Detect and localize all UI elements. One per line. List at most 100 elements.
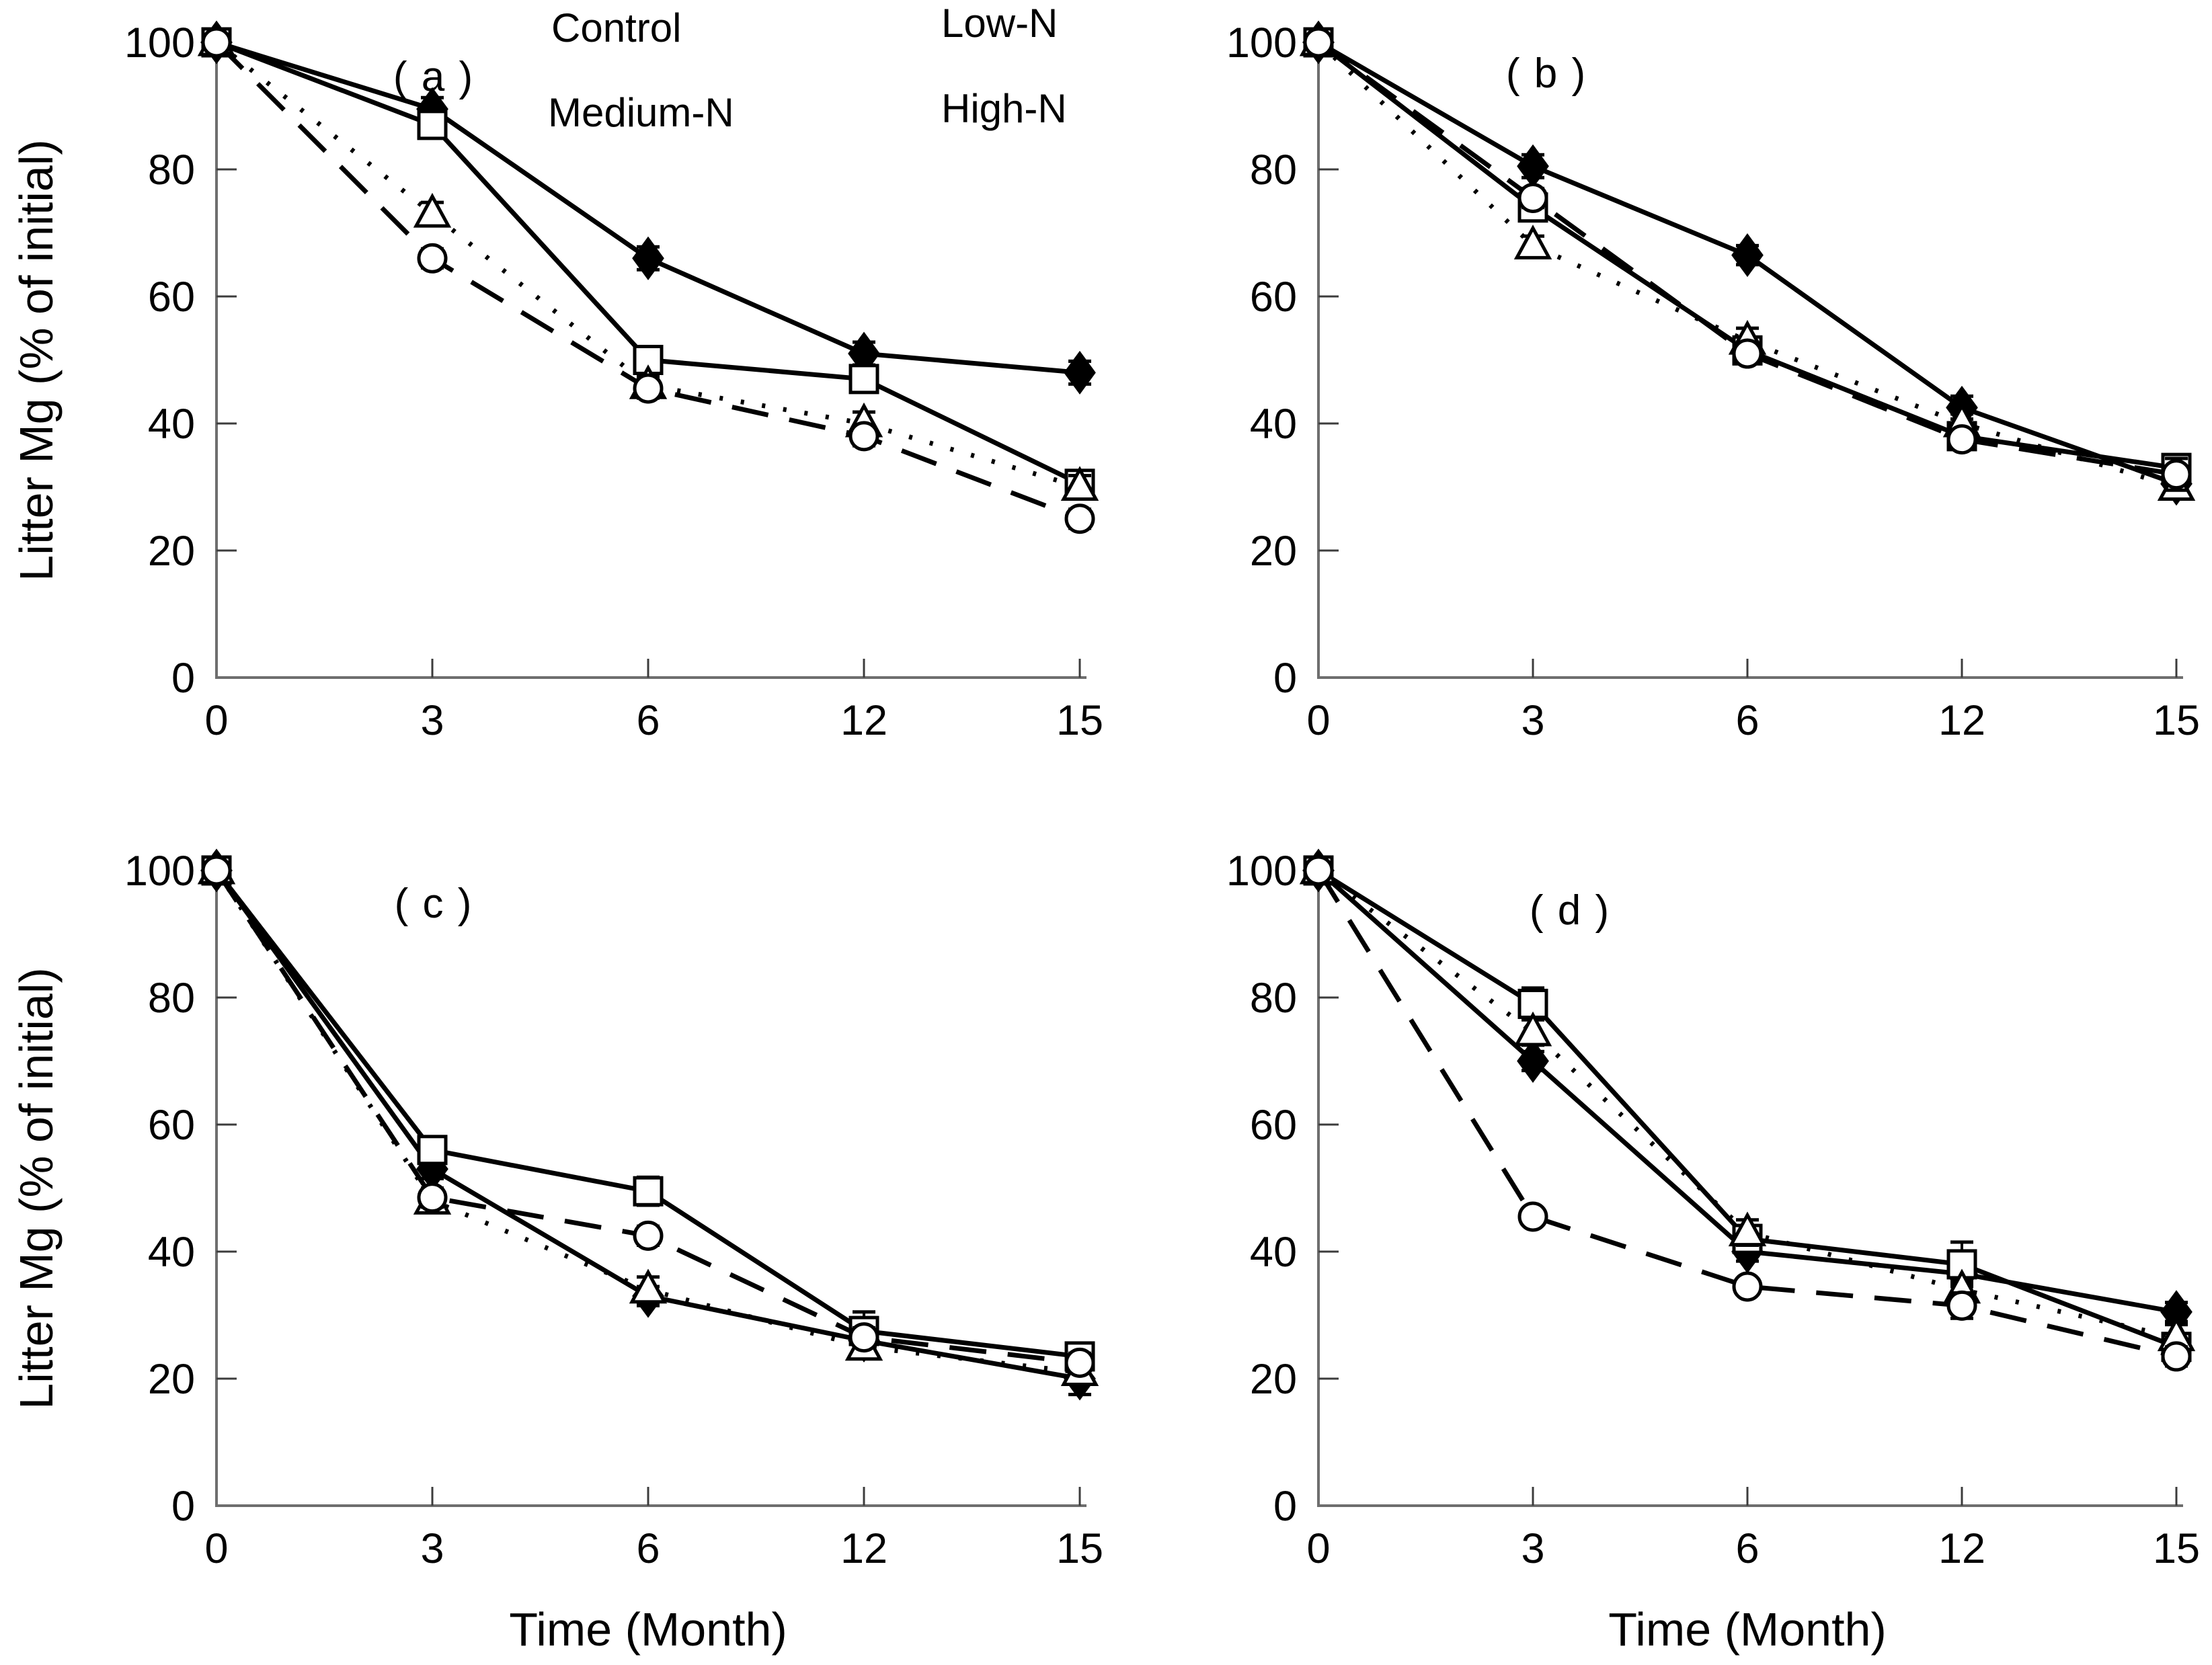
x-tick-label: 12: [840, 1525, 887, 1572]
panel-c-letter: ( c ): [395, 881, 473, 927]
series-high-n: [1302, 848, 2193, 1334]
panel-a-letter: ( a ): [393, 54, 474, 100]
y-tick-label: 100: [1226, 19, 1297, 67]
series-control: [201, 855, 1095, 1378]
panel-c-plot: 0 20 40 60 80 100 0 3 6 12 15: [124, 848, 1103, 1572]
panel-d-plot: 0 20 40 60 80 100 0 3 6 12 15: [1226, 848, 2200, 1572]
y-tick-label: 80: [148, 147, 195, 194]
filled-diamond-marker: [1731, 233, 1764, 278]
y-axis-title-bottom: Litter Mg (% of initial): [10, 967, 63, 1409]
filled-diamond-marker: [632, 236, 664, 280]
series-control: [201, 27, 1095, 534]
series-high-n: [200, 848, 1096, 1401]
y-tick-label: 40: [148, 401, 195, 448]
open-triangle-marker: [629, 1268, 668, 1304]
x-tick-label: 0: [1306, 1525, 1330, 1572]
x-tick-label: 12: [1938, 1525, 1985, 1572]
y-tick-label: 100: [124, 848, 195, 895]
open-circle-marker: [848, 1322, 879, 1353]
y-tick-label: 60: [148, 274, 195, 321]
open-circle-marker: [417, 1182, 448, 1213]
y-tick-label: 0: [171, 1483, 195, 1530]
open-circle-marker: [1064, 503, 1095, 534]
open-circle-marker: [1303, 855, 1334, 886]
y-tick-label: 60: [1250, 1102, 1297, 1149]
y-tick-label: 40: [1250, 1229, 1297, 1276]
series-control: [1303, 855, 2192, 1372]
x-tick-label: 12: [840, 697, 887, 744]
open-circle-marker: [848, 421, 879, 452]
open-triangle-marker: [413, 192, 452, 228]
open-square-marker: [633, 1176, 664, 1207]
open-square-marker: [848, 364, 879, 395]
series-high-n: [200, 20, 1096, 395]
open-circle-marker: [1946, 424, 1977, 455]
series-control: [1303, 27, 2192, 492]
open-circle-marker: [2161, 459, 2192, 490]
open-circle-marker: [1064, 1347, 1095, 1378]
x-tick-label: 12: [1938, 697, 1985, 744]
open-circle-marker: [417, 243, 448, 274]
legend-item-control: Control: [551, 5, 681, 50]
y-tick-label: 0: [1273, 655, 1297, 702]
y-tick-label: 80: [1250, 975, 1297, 1022]
y-tick-label: 100: [124, 19, 195, 67]
x-tick-label: 15: [1056, 1525, 1103, 1572]
y-tick-label: 40: [148, 1229, 195, 1276]
open-circle-marker: [633, 1220, 664, 1251]
x-tick-label: 6: [1735, 697, 1759, 744]
filled-diamond-marker: [1517, 1039, 1549, 1084]
series-high-n: [1302, 20, 2193, 506]
x-tick-label: 0: [204, 697, 228, 744]
open-triangle-marker: [1513, 225, 1552, 259]
y-tick-label: 0: [1273, 1483, 1297, 1530]
legend-item-medium-n: Medium-N: [548, 90, 734, 135]
open-triangle-marker: [1060, 466, 1099, 501]
x-tick-label: 15: [2153, 1525, 2200, 1572]
y-tick-label: 40: [1250, 401, 1297, 448]
open-circle-marker: [1946, 1290, 1977, 1321]
x-tick-label: 0: [1306, 697, 1330, 744]
x-tick-label: 3: [1521, 1525, 1544, 1572]
y-tick-label: 0: [171, 655, 195, 702]
open-triangle-marker: [1728, 1211, 1767, 1247]
x-axis-title-right: Time (Month): [1608, 1603, 1887, 1656]
x-tick-label: 6: [636, 1525, 660, 1572]
y-tick-label: 20: [1250, 1356, 1297, 1403]
open-circle-marker: [1732, 1271, 1763, 1302]
y-tick-label: 20: [1250, 528, 1297, 575]
open-circle-marker: [1517, 1201, 1548, 1232]
x-tick-label: 3: [420, 1525, 444, 1572]
x-tick-label: 0: [204, 1525, 228, 1572]
panel-d-letter: ( d ): [1530, 887, 1610, 934]
filled-diamond-marker: [1517, 144, 1549, 188]
panel-b-plot: 0 20 40 60 80 100 0 3 6 12 15: [1226, 19, 2200, 744]
filled-diamond-marker: [1064, 350, 1096, 395]
panel-a-plot: 0 20 40 60 80 100 0 3 6 12 15: [124, 19, 1103, 744]
y-tick-label: 20: [148, 1356, 195, 1403]
x-tick-label: 6: [1735, 1525, 1759, 1572]
open-circle-marker: [201, 27, 232, 58]
x-tick-label: 15: [2153, 697, 2200, 744]
open-circle-marker: [1517, 183, 1548, 214]
x-tick-label: 15: [1056, 697, 1103, 744]
y-tick-label: 80: [1250, 147, 1297, 194]
x-tick-label: 3: [1521, 697, 1544, 744]
x-tick-label: 3: [420, 697, 444, 744]
open-circle-marker: [1732, 338, 1763, 369]
y-tick-label: 60: [148, 1102, 195, 1149]
open-circle-marker: [1303, 27, 1334, 58]
open-triangle-marker: [1513, 1011, 1552, 1047]
y-tick-label: 20: [148, 528, 195, 575]
panel-b-letter: ( b ): [1506, 50, 1587, 97]
open-circle-marker: [633, 373, 664, 404]
x-tick-label: 6: [636, 697, 660, 744]
y-tick-label: 60: [1250, 274, 1297, 321]
legend-item-low-n: Low-N: [941, 1, 1058, 46]
open-square-marker: [417, 110, 448, 140]
legend-item-high-n: High-N: [941, 86, 1067, 131]
y-tick-label: 80: [148, 975, 195, 1022]
y-tick-label: 100: [1226, 848, 1297, 895]
y-axis-title-top: Litter Mg (% of initial): [10, 139, 63, 581]
